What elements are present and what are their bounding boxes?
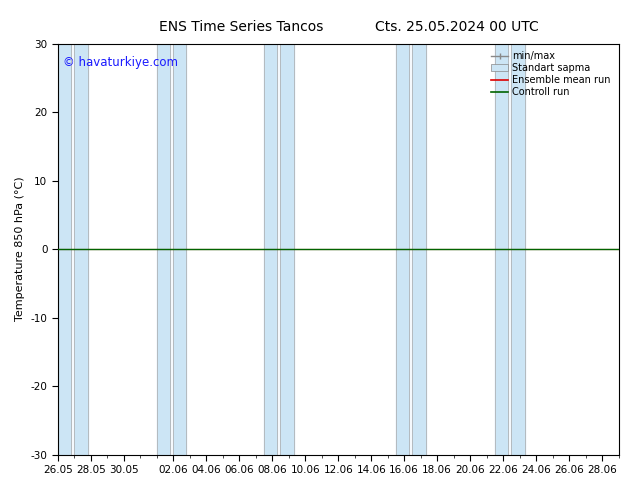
Bar xyxy=(264,44,277,455)
Text: © havaturkiye.com: © havaturkiye.com xyxy=(63,56,178,69)
Bar xyxy=(157,44,170,455)
Bar xyxy=(74,44,87,455)
Bar xyxy=(512,44,524,455)
Bar xyxy=(58,44,71,455)
Text: ENS Time Series Tancos: ENS Time Series Tancos xyxy=(158,20,323,34)
Bar xyxy=(173,44,186,455)
Bar xyxy=(280,44,294,455)
Bar xyxy=(413,44,425,455)
Legend: min/max, Standart sapma, Ensemble mean run, Controll run: min/max, Standart sapma, Ensemble mean r… xyxy=(488,49,614,100)
Text: Cts. 25.05.2024 00 UTC: Cts. 25.05.2024 00 UTC xyxy=(375,20,538,34)
Bar xyxy=(495,44,508,455)
Y-axis label: Temperature 850 hPa (°C): Temperature 850 hPa (°C) xyxy=(15,177,25,321)
Bar xyxy=(396,44,409,455)
